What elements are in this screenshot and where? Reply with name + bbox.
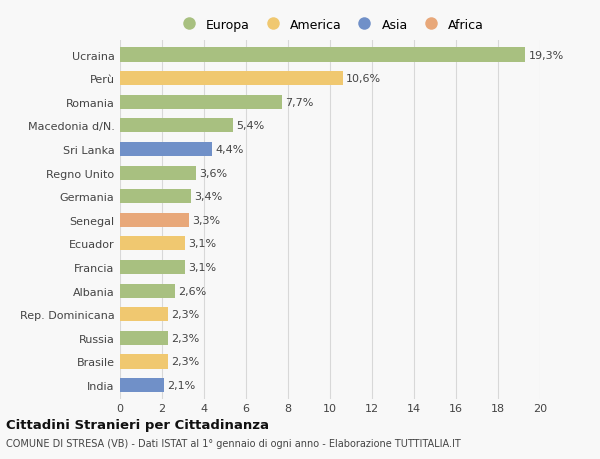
Text: 19,3%: 19,3%: [529, 50, 564, 61]
Bar: [120, 354, 168, 369]
Text: 7,7%: 7,7%: [285, 98, 313, 107]
Text: 2,1%: 2,1%: [167, 380, 196, 390]
Bar: [120, 119, 233, 133]
Text: 5,4%: 5,4%: [236, 121, 265, 131]
Text: 4,4%: 4,4%: [215, 145, 244, 155]
Bar: [120, 143, 212, 157]
Bar: [120, 331, 168, 345]
Bar: [120, 378, 164, 392]
Bar: [120, 166, 196, 180]
Bar: [120, 48, 526, 62]
Bar: [120, 72, 343, 86]
Bar: [120, 284, 175, 298]
Text: 3,1%: 3,1%: [188, 263, 217, 273]
Text: 10,6%: 10,6%: [346, 74, 381, 84]
Text: 3,4%: 3,4%: [194, 192, 223, 202]
Bar: [120, 260, 185, 274]
Text: 2,3%: 2,3%: [172, 357, 200, 367]
Text: 3,6%: 3,6%: [199, 168, 227, 178]
Legend: Europa, America, Asia, Africa: Europa, America, Asia, Africa: [176, 18, 484, 32]
Text: COMUNE DI STRESA (VB) - Dati ISTAT al 1° gennaio di ogni anno - Elaborazione TUT: COMUNE DI STRESA (VB) - Dati ISTAT al 1°…: [6, 438, 461, 448]
Text: Cittadini Stranieri per Cittadinanza: Cittadini Stranieri per Cittadinanza: [6, 418, 269, 431]
Bar: [120, 213, 190, 227]
Bar: [120, 237, 185, 251]
Text: 2,3%: 2,3%: [172, 309, 200, 319]
Bar: [120, 95, 282, 110]
Text: 2,3%: 2,3%: [172, 333, 200, 343]
Text: 2,6%: 2,6%: [178, 286, 206, 296]
Text: 3,1%: 3,1%: [188, 239, 217, 249]
Text: 3,3%: 3,3%: [193, 215, 221, 225]
Bar: [120, 308, 168, 322]
Bar: [120, 190, 191, 204]
